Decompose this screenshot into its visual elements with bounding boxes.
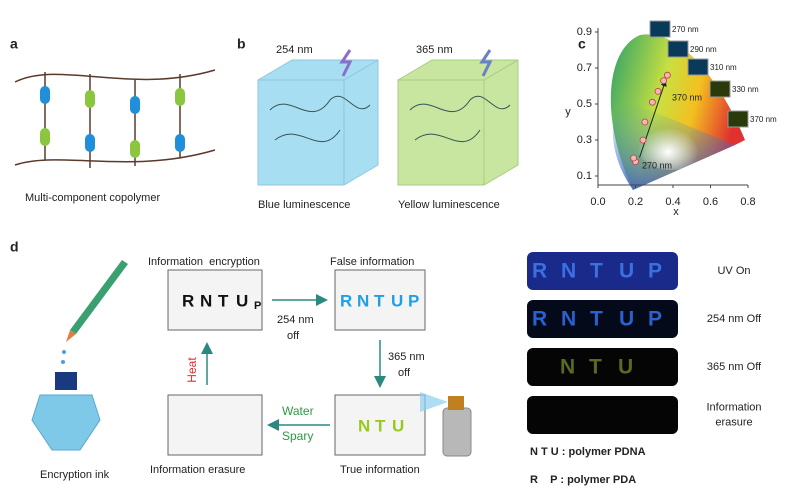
cube-yellow	[397, 49, 519, 186]
panel-label-text: erasure	[715, 416, 752, 428]
inset-image	[649, 20, 671, 38]
y-tick-label: 0.1	[577, 170, 592, 182]
letter: U	[236, 291, 248, 310]
inset-label: 370 nm	[750, 115, 777, 124]
caption: Blue luminescence	[258, 199, 350, 211]
letter: P	[254, 300, 261, 312]
inset-image	[687, 58, 709, 76]
point	[639, 136, 647, 144]
state-title: Information encryption	[148, 256, 260, 268]
letter: N	[357, 291, 369, 310]
x-tick-label: 0.6	[703, 196, 718, 208]
step-label: Spary	[282, 429, 313, 443]
caption: Yellow luminescence	[398, 199, 500, 211]
step-label: 254 nm	[277, 314, 314, 326]
letter: T	[590, 308, 603, 331]
panel-label: d	[10, 239, 19, 255]
legend: N T U : polymer PDNA	[530, 446, 646, 458]
step-label: Heat	[185, 357, 199, 383]
state-title: True information	[340, 464, 420, 476]
letter: N	[561, 308, 576, 331]
letter: U	[619, 308, 634, 331]
point	[654, 88, 662, 95]
y-tick-label: 0.5	[577, 98, 592, 110]
point	[648, 98, 656, 106]
panel-a-units	[40, 86, 185, 158]
annotation: 370 nm	[672, 92, 702, 102]
point	[660, 77, 668, 84]
excitation-label: 365 nm	[416, 44, 453, 56]
inset-image	[727, 110, 749, 128]
letter: T	[375, 416, 386, 435]
letter: R	[532, 260, 547, 283]
inset-label: 290 nm	[690, 45, 717, 54]
letter: T	[590, 260, 603, 283]
letter: P	[648, 260, 662, 283]
inset-label: 310 nm	[710, 63, 737, 72]
state-title: Information erasure	[150, 464, 245, 476]
cie-gamut	[610, 34, 745, 190]
inset-image	[667, 40, 689, 58]
step-label: 365 nm	[388, 351, 425, 363]
y-axis-label: y	[565, 106, 571, 118]
letter: R	[182, 291, 194, 310]
point	[630, 154, 638, 162]
x-axis-label: x	[673, 206, 679, 218]
panel-label: c	[578, 36, 586, 52]
letter: U	[619, 260, 634, 283]
panel-d-art	[31, 252, 678, 457]
step-label: off	[287, 330, 300, 342]
panel-label: b	[237, 36, 246, 52]
panel-label-text: 365 nm Off	[707, 361, 762, 373]
annotation: 270 nm	[642, 160, 672, 170]
letter: P	[648, 308, 662, 331]
caption: Encryption ink	[40, 469, 110, 481]
letter: N	[561, 260, 576, 283]
panel-a-art	[14, 69, 216, 168]
letter: U	[618, 356, 633, 379]
y-tick-label: 0.7	[577, 62, 592, 74]
cube-blue	[257, 49, 379, 186]
x-tick-label: 0.0	[590, 196, 605, 208]
inset-label: 330 nm	[732, 85, 759, 94]
panel-label: a	[10, 36, 18, 52]
letter: P	[408, 291, 419, 310]
point	[663, 71, 671, 79]
letter: N	[358, 416, 370, 435]
letter: T	[374, 291, 385, 310]
panel-label-text: 254 nm Off	[707, 313, 762, 325]
letter: U	[391, 291, 403, 310]
step-label: off	[398, 367, 411, 379]
point	[641, 118, 649, 126]
letter: N	[200, 291, 212, 310]
step-label: Water	[282, 404, 314, 418]
y-tick-label: 0.9	[577, 26, 592, 38]
x-tick-label: 0.8	[740, 196, 755, 208]
letter: T	[589, 356, 602, 379]
y-tick-label: 0.3	[577, 134, 592, 146]
caption: Multi-component copolymer	[25, 192, 160, 204]
panel-label-text: Information	[706, 401, 761, 413]
legend: R P : polymer PDA	[530, 474, 636, 486]
letter: R	[340, 291, 352, 310]
inset-image	[709, 80, 731, 98]
panel-label-text: UV On	[717, 265, 750, 277]
excitation-label: 254 nm	[276, 44, 313, 56]
inset-label: 270 nm	[672, 25, 699, 34]
letter: T	[218, 291, 229, 310]
state-title: False information	[330, 256, 414, 268]
x-tick-label: 0.4	[665, 196, 680, 208]
letter: U	[392, 416, 404, 435]
letter: R	[532, 308, 547, 331]
x-tick-label: 0.2	[628, 196, 643, 208]
letter: N	[560, 356, 575, 379]
trend-arrow	[639, 80, 667, 158]
